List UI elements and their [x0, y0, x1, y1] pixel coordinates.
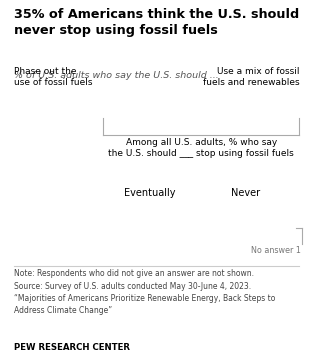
Text: Eventually: Eventually — [124, 189, 175, 198]
Text: 35% of Americans think the U.S. should
never stop using fossil fuels: 35% of Americans think the U.S. should n… — [14, 8, 299, 36]
Text: PEW RESEARCH CENTER: PEW RESEARCH CENTER — [14, 343, 130, 352]
Text: 31: 31 — [49, 95, 68, 108]
Text: No answer 1: No answer 1 — [251, 246, 301, 255]
Text: Phase out the
use of fossil fuels: Phase out the use of fossil fuels — [14, 67, 92, 87]
Text: 68: 68 — [192, 95, 210, 108]
Text: % of U.S. adults who say the U.S. should ...: % of U.S. adults who say the U.S. should… — [14, 71, 219, 80]
Text: Note: Respondents who did not give an answer are not shown.
Source: Survey of U.: Note: Respondents who did not give an an… — [14, 269, 275, 315]
Text: Use a mix of fossil
fuels and renewables: Use a mix of fossil fuels and renewables — [202, 67, 299, 87]
Text: Never: Never — [231, 189, 260, 198]
Text: 32: 32 — [140, 208, 158, 221]
Text: Among all U.S. adults, % who say
the U.S. should ___ stop using fossil fuels: Among all U.S. adults, % who say the U.S… — [108, 138, 294, 158]
Text: 35: 35 — [237, 208, 255, 221]
